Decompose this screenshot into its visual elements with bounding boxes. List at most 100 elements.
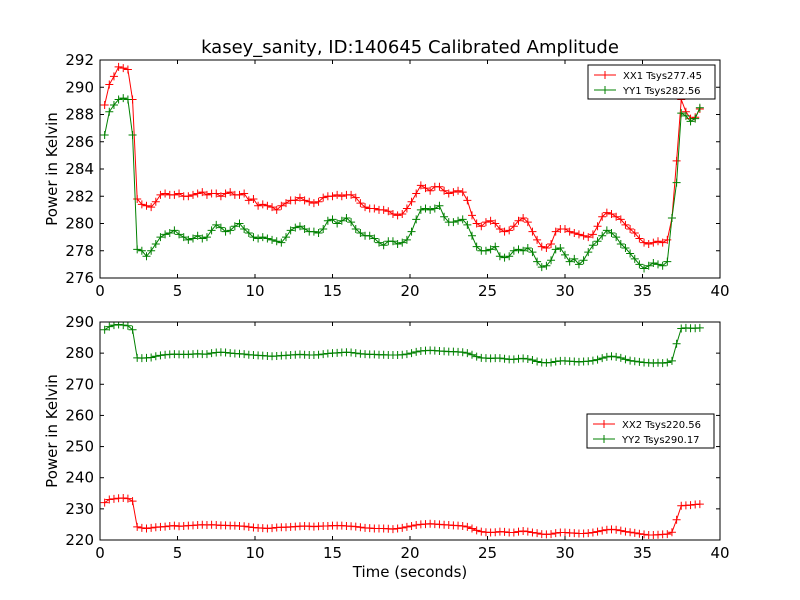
data-point <box>658 359 667 368</box>
data-point <box>170 190 179 199</box>
data-point <box>165 229 174 238</box>
data-point <box>319 224 328 233</box>
data-point <box>184 235 193 244</box>
data-point <box>105 322 114 331</box>
data-point <box>202 350 211 359</box>
data-point <box>584 248 593 257</box>
data-point <box>663 257 672 266</box>
data-point <box>444 189 453 198</box>
data-point <box>421 204 430 213</box>
data-point <box>254 234 263 243</box>
data-point <box>282 233 290 242</box>
data-point <box>477 527 486 536</box>
data-point <box>244 522 253 531</box>
data-point <box>616 526 625 535</box>
data-point <box>300 224 309 233</box>
data-point <box>463 196 472 205</box>
data-point <box>123 494 132 503</box>
x-tick-label: 5 <box>173 544 183 562</box>
data-point <box>123 65 132 74</box>
legend: XX2 Tsys220.56 YY2 Tsys290.17 <box>586 413 715 449</box>
y-tick-label: 282 <box>65 187 94 205</box>
data-point <box>612 212 621 221</box>
data-point <box>175 230 184 239</box>
y-axis-label: Power in Kelvin <box>43 374 61 488</box>
data-point <box>588 241 597 250</box>
data-point <box>198 188 207 197</box>
data-point <box>481 218 490 227</box>
data-point <box>402 350 411 359</box>
data-point <box>495 354 504 363</box>
data-point <box>635 357 644 366</box>
data-point <box>109 100 118 109</box>
data-point <box>235 190 244 199</box>
x-tick-label: 30 <box>555 282 574 300</box>
data-point <box>491 528 500 537</box>
data-point <box>528 528 537 537</box>
data-point <box>686 117 695 126</box>
data-point <box>435 201 444 210</box>
y-tick-label: 290 <box>65 78 94 96</box>
data-point <box>472 526 481 535</box>
data-point <box>356 523 365 532</box>
data-point <box>509 246 518 255</box>
chart-title: kasey_sanity, ID:140645 Calibrated Ampli… <box>201 37 619 58</box>
data-point <box>468 350 476 359</box>
data-point <box>463 349 472 358</box>
data-point <box>147 353 156 362</box>
data-point <box>388 209 397 218</box>
data-point <box>151 352 160 361</box>
data-point <box>533 257 542 266</box>
y-tick-label: 240 <box>65 469 94 487</box>
data-point <box>537 242 546 251</box>
data-point <box>514 245 523 254</box>
data-point <box>500 227 509 236</box>
data-point <box>258 200 267 209</box>
data-point <box>189 190 197 199</box>
data-point <box>547 239 556 248</box>
data-point <box>226 226 235 235</box>
y-tick-label: 280 <box>65 344 94 362</box>
data-point <box>505 226 514 235</box>
data-point <box>347 348 356 357</box>
data-point <box>393 524 402 533</box>
data-point <box>272 205 281 214</box>
data-point <box>649 238 658 247</box>
data-point <box>495 224 504 233</box>
y-tick-label: 292 <box>65 51 94 69</box>
data-point <box>333 190 342 199</box>
data-point <box>235 219 244 228</box>
data-point <box>621 244 630 253</box>
data-point <box>635 234 644 243</box>
y-tick-label: 284 <box>65 160 94 178</box>
data-point <box>621 355 630 364</box>
data-point <box>249 194 258 203</box>
data-point <box>212 189 221 198</box>
data-point <box>630 229 639 238</box>
data-point <box>370 234 379 243</box>
data-point <box>607 352 616 361</box>
data-point <box>105 107 114 116</box>
data-point <box>407 197 416 206</box>
data-point <box>588 528 597 537</box>
data-point <box>621 527 630 536</box>
data-point <box>388 237 397 246</box>
data-point <box>547 358 556 367</box>
data-point <box>212 220 221 229</box>
data-point <box>468 524 476 533</box>
data-point <box>677 109 686 118</box>
data-point <box>412 521 421 530</box>
data-point <box>551 529 560 538</box>
legend-item: YY1 Tsys282.56 <box>594 86 701 97</box>
data-point <box>672 515 681 524</box>
data-point <box>137 200 146 209</box>
data-point <box>416 205 425 214</box>
data-point <box>667 356 676 365</box>
data-point <box>542 261 551 270</box>
x-tick-label: 25 <box>478 544 497 562</box>
data-point <box>356 229 365 238</box>
data-point <box>426 186 435 195</box>
data-point <box>314 229 323 238</box>
data-point <box>602 226 611 235</box>
data-point <box>240 189 249 198</box>
